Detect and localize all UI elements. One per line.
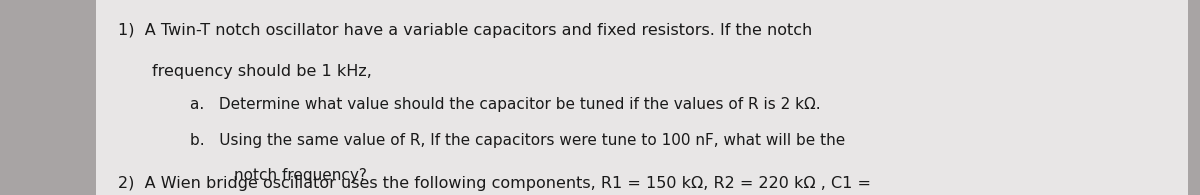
Text: b.   Using the same value of R, If the capacitors were tune to 100 nF, what will: b. Using the same value of R, If the cap… xyxy=(190,133,845,148)
Text: 2)  A Wien bridge oscillator uses the following components, R1 = 150 kΩ, R2 = 22: 2) A Wien bridge oscillator uses the fol… xyxy=(118,176,871,191)
Text: a.   Determine what value should the capacitor be tuned if the values of R is 2 : a. Determine what value should the capac… xyxy=(190,98,821,113)
FancyBboxPatch shape xyxy=(96,0,1188,195)
Text: 1)  A Twin-T notch oscillator have a variable capacitors and fixed resistors. If: 1) A Twin-T notch oscillator have a vari… xyxy=(118,23,812,38)
Text: frequency should be 1 kHz,: frequency should be 1 kHz, xyxy=(152,64,372,79)
Text: notch frequency?: notch frequency? xyxy=(234,168,367,183)
